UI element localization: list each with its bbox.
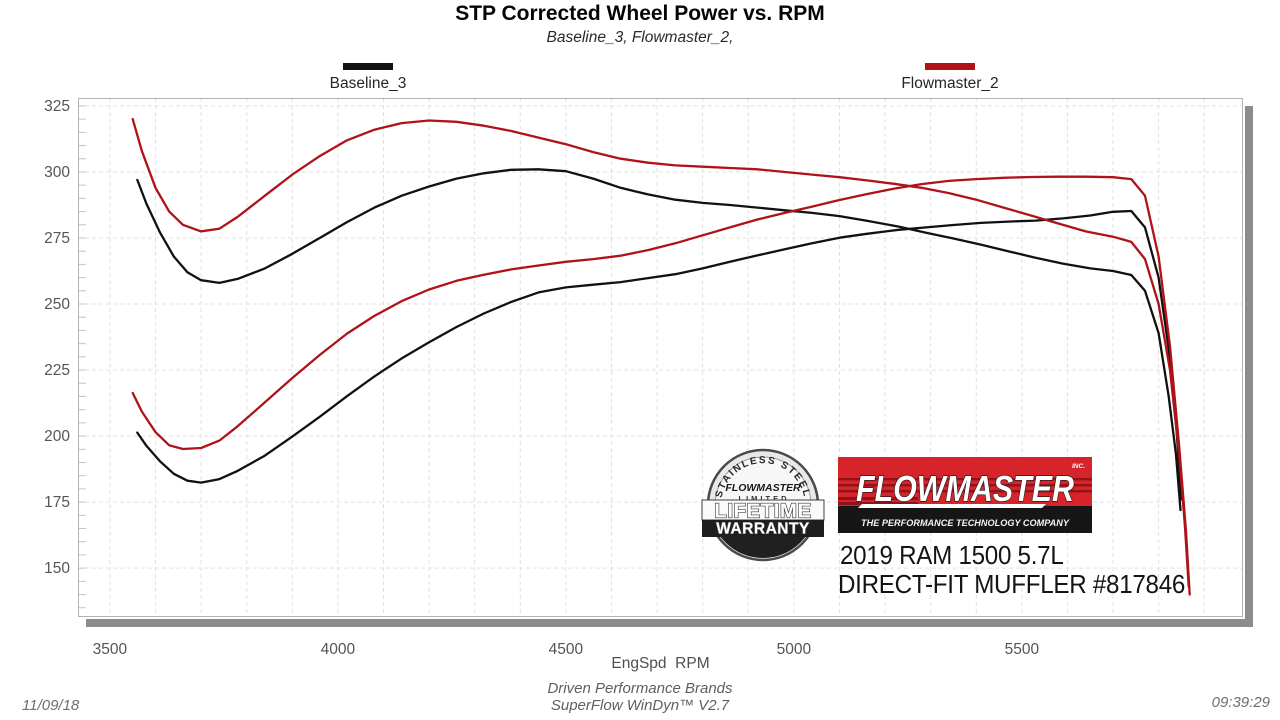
svg-text:5000: 5000 xyxy=(777,641,812,658)
plot-shadow-bottom xyxy=(86,619,1253,627)
page-title: STP Corrected Wheel Power vs. RPM xyxy=(455,2,825,25)
legend-label-flowmaster: Flowmaster_2 xyxy=(901,75,999,92)
seal-brand-text: FLOWMASTER xyxy=(725,482,801,494)
vehicle-model-text: 2019 RAM 1500 5.7L xyxy=(840,540,1064,570)
plot-grid: 3500 4000 4500 5000 5500 150 175 200 225 250 275 30… xyxy=(44,98,1243,658)
seal-warranty-text: WARRANTY xyxy=(716,521,810,538)
logo-wordmark: FLOWMASTER xyxy=(856,468,1074,509)
flowmaster-logo: FLOWMASTER INC. THE PERFORMANCE TECHNOLO… xyxy=(838,457,1092,533)
logo-inc-text: INC. xyxy=(1072,463,1085,470)
plot-shadow-right xyxy=(1245,106,1253,627)
svg-text:250: 250 xyxy=(44,296,70,313)
svg-text:150: 150 xyxy=(44,560,70,577)
product-number-text: DIRECT-FIT MUFFLER #817846 xyxy=(838,569,1186,599)
legend-label-baseline: Baseline_3 xyxy=(329,75,407,92)
svg-text:275: 275 xyxy=(44,230,70,247)
svg-text:300: 300 xyxy=(44,164,70,181)
x-axis-label: EngSpd RPM xyxy=(611,655,710,672)
svg-text:4500: 4500 xyxy=(549,641,584,658)
legend-swatch-flowmaster xyxy=(925,63,975,70)
footer-time: 09:39:29 xyxy=(1211,694,1270,711)
svg-text:200: 200 xyxy=(44,428,70,445)
svg-text:4000: 4000 xyxy=(321,641,356,658)
logo-tagline: THE PERFORMANCE TECHNOLOGY COMPANY xyxy=(861,518,1070,528)
svg-text:5500: 5500 xyxy=(1005,641,1040,658)
chart-subtitle: Baseline_3, Flowmaster_2, xyxy=(546,29,734,46)
legend-swatch-baseline xyxy=(343,63,393,70)
svg-text:325: 325 xyxy=(44,98,70,115)
seal-lifetime-text: LIFETIME xyxy=(714,500,811,523)
footer-company: Driven Performance Brands xyxy=(547,680,733,697)
footer-software: SuperFlow WinDyn™ V2.7 xyxy=(550,697,730,714)
svg-text:3500: 3500 xyxy=(93,641,128,658)
footer-date: 11/09/18 xyxy=(22,697,80,714)
svg-text:225: 225 xyxy=(44,362,70,379)
warranty-badge-icon: STAINLESS STEEL FLOWMASTER LIMITED LIFET… xyxy=(701,448,825,562)
svg-text:175: 175 xyxy=(44,494,70,511)
